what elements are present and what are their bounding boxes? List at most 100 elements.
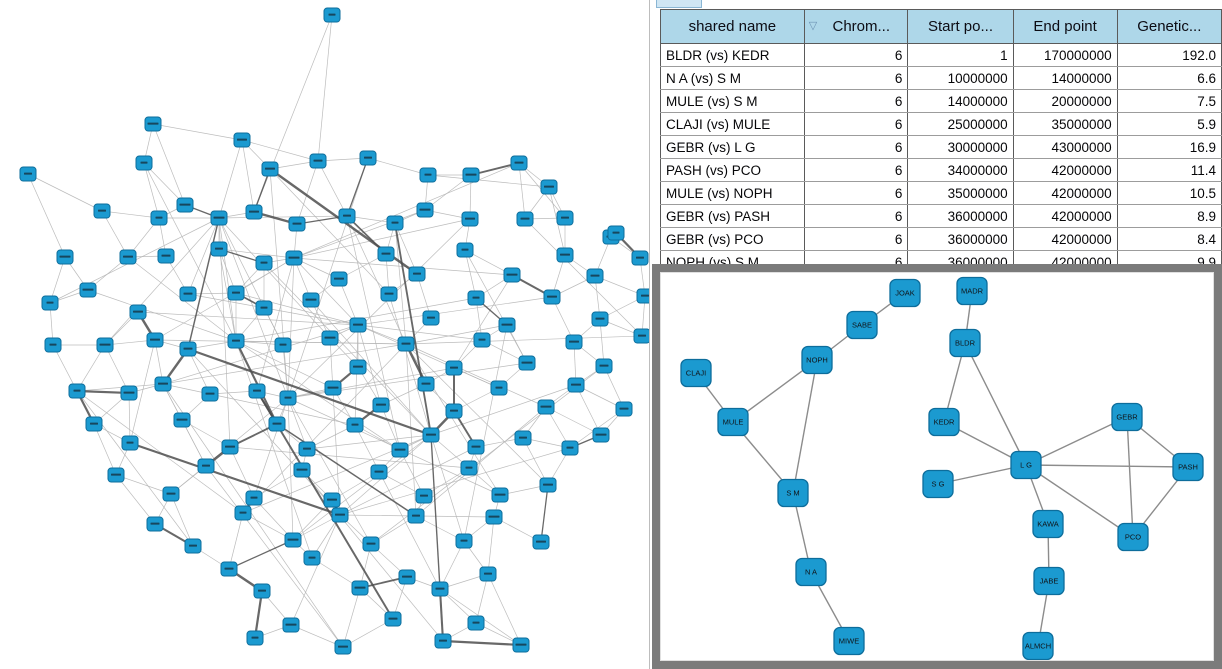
table-cell[interactable]: BLDR (vs) KEDR (660, 43, 805, 67)
detail-node-almch[interactable]: ALMCH (1022, 631, 1054, 661)
table-cell[interactable]: 1 (907, 43, 1014, 67)
detail-node-joak[interactable]: JOAK (889, 278, 921, 308)
network-node[interactable] (445, 403, 463, 419)
network-node[interactable] (282, 617, 300, 633)
table-cell[interactable]: PASH (vs) PCO (660, 158, 805, 182)
network-node[interactable] (119, 249, 137, 265)
detail-node-pash[interactable]: PASH (1172, 452, 1204, 482)
detail-node-miwe[interactable]: MIWE (833, 626, 865, 656)
detail-node-lg[interactable]: L G (1010, 450, 1042, 480)
table-cell[interactable]: 6 (803, 135, 909, 159)
network-node[interactable] (120, 385, 138, 401)
network-node[interactable] (391, 442, 409, 458)
table-cell[interactable]: 34000000 (907, 158, 1014, 182)
network-node[interactable] (490, 380, 508, 396)
network-node[interactable] (79, 282, 97, 298)
network-node[interactable] (253, 583, 271, 599)
detail-node-kawa[interactable]: KAWA (1032, 509, 1064, 539)
network-node[interactable] (323, 492, 341, 508)
network-node[interactable] (461, 211, 479, 227)
table-row[interactable]: CLAJI (vs) MULE 6 25000000 35000000 5.9 (660, 112, 1222, 136)
network-node[interactable] (434, 633, 452, 649)
network-node[interactable] (398, 569, 416, 585)
network-node[interactable] (162, 486, 180, 502)
network-node[interactable] (591, 311, 609, 327)
network-node[interactable] (135, 155, 153, 171)
network-node[interactable] (417, 376, 435, 392)
table-row[interactable]: N A (vs) S M 6 10000000 14000000 6.6 (660, 66, 1222, 90)
network-node[interactable] (56, 249, 74, 265)
network-node[interactable] (255, 255, 273, 271)
table-cell[interactable]: 6 (803, 227, 909, 251)
network-node[interactable] (539, 477, 557, 493)
network-node[interactable] (220, 561, 238, 577)
table-cell[interactable]: 42000000 (1012, 181, 1118, 205)
network-node[interactable] (532, 534, 550, 550)
network-node[interactable] (467, 615, 485, 631)
table-tab-sliver[interactable] (656, 0, 702, 8)
network-node[interactable] (370, 464, 388, 480)
detail-edge-LG-PCO[interactable] (1025, 464, 1134, 538)
network-node[interactable] (510, 155, 528, 171)
table-cell[interactable]: 36000000 (907, 227, 1014, 251)
table-row[interactable]: MULE (vs) S M 6 14000000 20000000 7.5 (660, 89, 1222, 113)
network-node[interactable] (303, 550, 321, 566)
table-cell[interactable]: 6 (803, 181, 909, 205)
network-node[interactable] (323, 7, 341, 23)
network-node[interactable] (210, 241, 228, 257)
network-node[interactable] (334, 639, 352, 655)
col-header-start-position[interactable]: Start po... (907, 9, 1014, 44)
col-header-end-point[interactable]: End point (1012, 9, 1118, 44)
network-node[interactable] (516, 211, 534, 227)
network-node[interactable] (595, 358, 613, 374)
detail-node-pco[interactable]: PCO (1117, 522, 1149, 552)
network-node[interactable] (93, 203, 111, 219)
network-node[interactable] (150, 210, 168, 226)
network-node[interactable] (408, 266, 426, 282)
network-node[interactable] (518, 355, 536, 371)
table-cell[interactable]: 43000000 (1012, 135, 1118, 159)
network-node[interactable] (556, 247, 574, 263)
network-node[interactable] (537, 399, 555, 415)
network-node[interactable] (503, 267, 521, 283)
network-node[interactable] (384, 611, 402, 627)
network-node[interactable] (543, 289, 561, 305)
network-node[interactable] (592, 427, 610, 443)
detail-edge-BLDR-LG[interactable] (964, 342, 1027, 466)
network-node[interactable] (485, 509, 503, 525)
network-node[interactable] (586, 268, 604, 284)
table-cell[interactable]: 6 (803, 112, 909, 136)
network-node[interactable] (309, 153, 327, 169)
table-cell[interactable]: 16.9 (1116, 135, 1222, 159)
table-cell[interactable]: 6 (803, 158, 909, 182)
network-node[interactable] (455, 533, 473, 549)
table-cell[interactable]: MULE (vs) S M (660, 89, 805, 113)
network-node[interactable] (415, 488, 433, 504)
network-node[interactable] (567, 377, 585, 393)
table-cell[interactable]: 36000000 (907, 204, 1014, 228)
network-node[interactable] (467, 290, 485, 306)
network-node[interactable] (210, 210, 228, 226)
network-node[interactable] (467, 439, 485, 455)
network-node[interactable] (96, 337, 114, 353)
network-node[interactable] (561, 440, 579, 456)
network-node[interactable] (268, 416, 286, 432)
table-cell[interactable]: 6.6 (1116, 66, 1222, 90)
detail-edge-NOPH-SM[interactable] (792, 359, 818, 494)
table-cell[interactable]: 30000000 (907, 135, 1014, 159)
filter-icon[interactable]: ▽ (808, 20, 818, 32)
network-node[interactable] (107, 467, 125, 483)
network-node[interactable] (362, 536, 380, 552)
network-node[interactable] (359, 150, 377, 166)
table-cell[interactable]: 11.4 (1116, 158, 1222, 182)
network-node[interactable] (460, 460, 478, 476)
table-cell[interactable]: 35000000 (907, 181, 1014, 205)
overview-network-svg[interactable] (0, 0, 649, 669)
detail-node-jabe[interactable]: JABE (1033, 566, 1065, 596)
network-node[interactable] (349, 359, 367, 375)
col-header-genetic[interactable]: Genetic... (1116, 9, 1222, 44)
table-cell[interactable]: 10.5 (1116, 181, 1222, 205)
table-cell[interactable]: 8.4 (1116, 227, 1222, 251)
network-node[interactable] (154, 376, 172, 392)
col-header-chromosome[interactable]: ▽ Chrom... (803, 9, 909, 44)
